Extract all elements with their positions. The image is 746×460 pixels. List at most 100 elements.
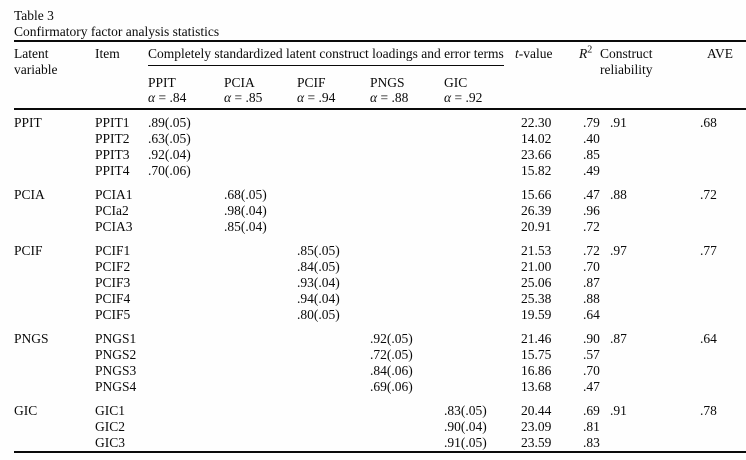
loading-cell-pcia [224,115,297,131]
loading-cell-gic [444,275,515,291]
t-value-cell: 25.38 [521,291,552,306]
table-title: Confirmatory factor analysis statistics [14,24,220,39]
loading-cell-pngs [370,163,444,179]
t-value-cell: 15.75 [521,347,552,362]
table-row-ppit2: PPIT2 .63(.05) 14.02 .40 [14,131,746,147]
r-squared-cell: .70 [583,259,600,274]
ave-cell [700,363,746,379]
loadings-span-label: Completely standardized latent construct… [148,46,504,66]
loading-cell-pcif [297,435,370,452]
construct-header-gic: GIC α = .92 [444,74,515,110]
latent-variable-cell [14,259,95,275]
loading-cell-pcif [297,347,370,363]
table-row-pcif1: PCIF PCIF1 .85(.05) 21.53 .72 .97 .77 [14,243,746,259]
alpha-symbol: α [370,90,378,105]
loading-cell-pcif [297,331,370,347]
loading-cell-pngs: .92(.05) [370,331,413,346]
loading-cell-pngs [370,243,444,259]
col-header-item: Item [95,41,148,110]
item-cell: PCIF5 [95,307,131,322]
loading-cell-pcia [224,363,297,379]
loading-cell-pcif: .94(.04) [297,291,340,306]
loading-cell-pngs: .72(.05) [370,347,413,362]
r-squared-cell: .81 [583,419,600,434]
loading-cell-pcia [224,259,297,275]
loading-cell-pngs [370,219,444,235]
latent-variable-cell [14,131,95,147]
loading-cell-ppit [148,403,224,419]
construct-alpha: α = .92 [444,90,483,105]
r-squared-cell: .72 [583,219,600,234]
item-cell: PCIF4 [95,291,131,306]
ave-cell [700,203,746,219]
construct-name: GIC [444,75,468,90]
construct-reliability-cell [600,131,700,147]
loading-cell-gic [444,291,515,307]
t-value-cell: 19.59 [521,307,552,322]
r-squared-cell: .64 [583,307,600,322]
latent-variable-cell [14,147,95,163]
construct-reliability-cell: .88 [610,187,627,202]
item-cell: PNGS3 [95,363,137,378]
latent-variable-cell [14,275,95,291]
ave-cell: .68 [700,115,717,130]
construct-alpha: α = .85 [224,90,263,105]
loading-cell-pcia [224,403,297,419]
loading-cell-pcia [224,243,297,259]
ave-cell [700,419,746,435]
r-squared-cell: .85 [583,147,600,162]
table-caption: Table 3 Confirmatory factor analysis sta… [14,8,746,40]
r-squared-cell: .87 [583,275,600,290]
loading-cell-pcif [297,219,370,235]
r-squared-cell: .79 [583,115,600,130]
construct-reliability-cell [600,275,700,291]
col-header-r-squared: R2 [579,41,600,110]
ave-cell [700,379,746,395]
t-value-cell: 21.46 [521,331,552,346]
table-row-pcif2: PCIF2 .84(.05) 21.00 .70 [14,259,746,275]
r-squared-cell: .70 [583,363,600,378]
latent-variable-cell [14,363,95,379]
loading-cell-pcia [224,331,297,347]
r-squared-cell: .72 [583,243,600,258]
loading-cell-pcia [224,435,297,452]
loading-cell-ppit [148,203,224,219]
loading-cell-gic [444,147,515,163]
spacer-cell [14,323,746,331]
construct-header-ppit: PPIT α = .84 [148,74,224,110]
loading-cell-pcif [297,379,370,395]
construct-name: PCIF [297,75,326,90]
construct-header-pcif: PCIF α = .94 [297,74,370,110]
t-value-cell: 13.68 [521,379,552,394]
table-row-pcif3: PCIF3 .93(.04) 25.06 .87 [14,275,746,291]
loading-cell-gic [444,187,515,203]
loading-cell-pcia: .68(.05) [224,187,267,202]
ave-cell: .77 [700,243,717,258]
loading-cell-pngs [370,307,444,323]
table-row-pngs2: PNGS2 .72(.05) 15.75 .57 [14,347,746,363]
r-squared-cell: .47 [583,187,600,202]
latent-variable-cell [14,291,95,307]
latent-variable-cell: PNGS [14,331,49,346]
spacer-row [14,179,746,187]
t-value-cell: 25.06 [521,275,552,290]
loading-cell-ppit: .70(.06) [148,163,191,178]
construct-reliability-cell: .97 [610,243,627,258]
loading-cell-pcia [224,307,297,323]
loading-cell-gic [444,307,515,323]
item-cell: PNGS1 [95,331,137,346]
latent-variable-cell [14,379,95,395]
t-value-cell: 20.44 [521,403,552,418]
header-row-top: Latent variable Item Completely standard… [14,41,746,110]
item-cell: GIC1 [95,403,125,418]
construct-reliability-cell: .91 [610,403,627,418]
loading-cell-pcia [224,291,297,307]
item-cell: PPIT4 [95,163,130,178]
t-value-cell: 16.86 [521,363,552,378]
loading-cell-pngs [370,291,444,307]
item-cell: GIC3 [95,435,125,450]
loading-cell-gic [444,363,515,379]
t-value-cell: 23.09 [521,419,552,434]
loading-cell-gic [444,219,515,235]
loading-cell-ppit [148,187,224,203]
